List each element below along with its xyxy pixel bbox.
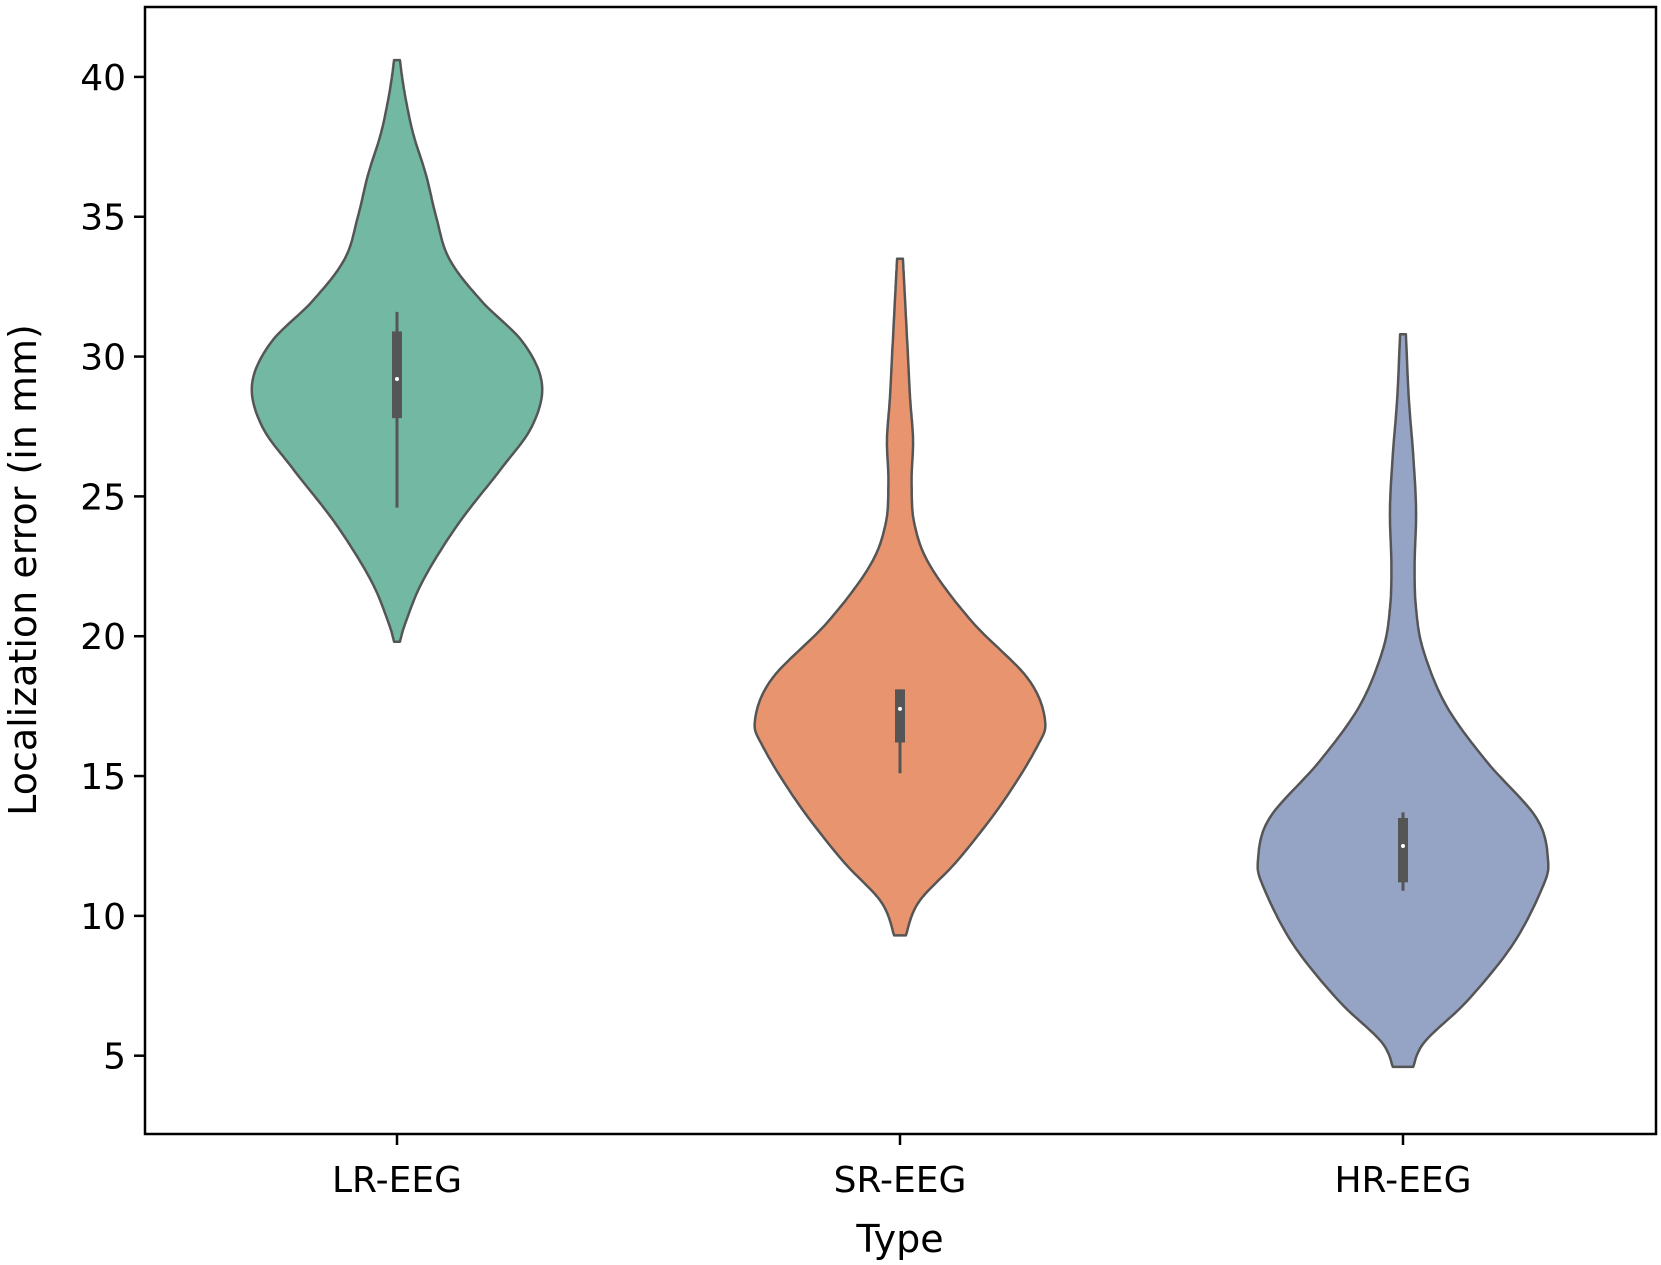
iqr-box <box>392 331 402 419</box>
y-tick-label: 30 <box>80 338 126 379</box>
iqr-box <box>895 689 905 743</box>
inner-boxes-layer <box>392 311 1408 891</box>
y-tick-label: 5 <box>103 1037 126 1078</box>
y-axis: 5 10 15 20 25 30 35 40 <box>80 58 145 1078</box>
x-axis: LR-EEG SR-EEG HR-EEG <box>332 1134 1472 1201</box>
violin-hr-eeg <box>1256 332 1550 1069</box>
median-marker <box>1401 843 1405 848</box>
y-tick-label: 20 <box>80 617 126 658</box>
x-tick-label: SR-EEG <box>834 1160 967 1201</box>
x-axis-title: Type <box>855 1217 943 1261</box>
iqr-box <box>1398 817 1408 883</box>
y-tick-label: 10 <box>80 897 126 938</box>
y-tick-label: 35 <box>80 198 126 239</box>
y-tick-label: 25 <box>80 477 126 518</box>
violin-sr-eeg <box>753 257 1047 937</box>
y-tick-label: 40 <box>80 58 126 99</box>
median-marker <box>395 376 399 381</box>
x-tick-label: HR-EEG <box>1334 1160 1471 1201</box>
y-axis-title: Localization error (in mm) <box>1 324 45 816</box>
y-tick-label: 15 <box>80 757 126 798</box>
median-marker <box>898 706 902 711</box>
x-tick-label: LR-EEG <box>332 1160 462 1201</box>
